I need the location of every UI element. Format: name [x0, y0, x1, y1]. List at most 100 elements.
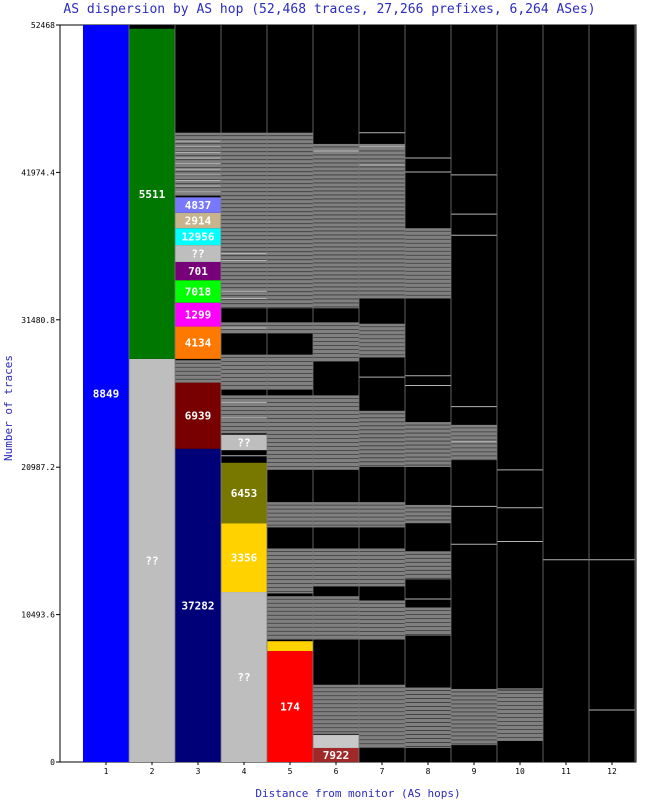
segment-label: 7018 — [185, 285, 212, 298]
segment-label: ?? — [145, 554, 158, 567]
x-tick-label: 4 — [242, 767, 247, 776]
y-tick-label: 0 — [50, 758, 55, 767]
segment-label: 174 — [280, 701, 300, 714]
x-axis-label: Distance from monitor (AS hops) — [255, 787, 460, 800]
minor-band-hop-7 — [359, 684, 405, 748]
segment-hop-3 — [175, 212, 221, 229]
minor-band-hop-6 — [313, 143, 359, 309]
x-tick-label: 6 — [334, 767, 339, 776]
minor-band-hop-8 — [405, 504, 451, 524]
y-tick-label: 41974.4 — [21, 168, 55, 177]
segment-label: 3356 — [231, 552, 258, 565]
x-tick-label: 5 — [288, 767, 293, 776]
x-tick-label: 12 — [607, 767, 617, 776]
segment-label: 7922 — [323, 749, 350, 762]
segment-label: 5511 — [139, 188, 166, 201]
minor-band-hop-6 — [313, 684, 359, 734]
x-tick-label: 2 — [150, 767, 155, 776]
minor-band-hop-6 — [313, 395, 359, 470]
x-tick-label: 7 — [380, 767, 385, 776]
x-tick-label: 9 — [472, 767, 477, 776]
segment-hop-2 — [129, 358, 175, 762]
minor-band-hop-6 — [313, 502, 359, 528]
segment-label: ?? — [191, 248, 204, 261]
x-tick-label: 10 — [515, 767, 525, 776]
y-tick-label: 10493.6 — [21, 611, 55, 620]
segment-label: 4134 — [185, 337, 212, 350]
column-bg-hop-11 — [543, 25, 589, 762]
minor-band-hop-6 — [313, 596, 359, 640]
column-bg-hop-10 — [497, 25, 543, 762]
segment-hop-5 — [267, 641, 313, 652]
segment-hop-4 — [221, 434, 267, 451]
minor-band-hop-7 — [359, 143, 405, 299]
segment-label: 6939 — [185, 410, 212, 423]
column-bg-hop-12 — [589, 25, 635, 762]
y-tick-label: 52468 — [31, 21, 55, 30]
segment-hop-5 — [267, 651, 313, 762]
segment-label: 1299 — [185, 309, 212, 322]
minor-band-hop-8 — [405, 687, 451, 748]
segment-hop-3 — [175, 326, 221, 359]
minor-band-hop-7 — [359, 410, 405, 468]
minor-band-hop-5 — [267, 132, 313, 309]
segment-hop-2 — [129, 28, 175, 359]
minor-band-hop-5 — [267, 548, 313, 594]
minor-band-hop-6 — [313, 322, 359, 362]
chart-title: AS dispersion by AS hop (52,468 traces, … — [63, 2, 595, 17]
x-tick-label: 1 — [104, 767, 109, 776]
minor-band-hop-5 — [267, 596, 313, 640]
minor-band-hop-7 — [359, 600, 405, 640]
segment-label: 701 — [188, 265, 208, 278]
minor-band-hop-3 — [175, 132, 221, 196]
minor-band-hop-4 — [221, 354, 267, 390]
y-tick-label: 31480.8 — [21, 316, 55, 325]
minor-band-hop-10 — [497, 690, 543, 741]
minor-band-hop-5 — [267, 322, 313, 334]
segment-label: 4837 — [185, 199, 212, 212]
minor-band-hop-4 — [221, 132, 267, 309]
minor-band-hop-5 — [267, 395, 313, 470]
segment-hop-6 — [313, 747, 359, 762]
y-axis-label: Number of traces — [2, 355, 15, 461]
minor-band-hop-9 — [451, 688, 497, 746]
minor-band-hop-7 — [359, 502, 405, 528]
x-tick-label: 11 — [561, 767, 571, 776]
segment-label: 6453 — [231, 487, 258, 500]
minor-band-hop-8 — [405, 422, 451, 468]
segment-label: 12956 — [181, 231, 214, 244]
segment-hop-3 — [175, 448, 221, 762]
segment-label: 37282 — [181, 599, 214, 612]
minor-band-hop-8 — [405, 551, 451, 580]
x-tick-label: 8 — [426, 767, 431, 776]
segment-label: ?? — [237, 436, 250, 449]
segment-hop-3 — [175, 228, 221, 246]
column-bg-hop-8 — [405, 25, 451, 762]
plot-area: 8849?? 5511 37282 6939 4134 1299 7018 701?? 1295… — [59, 24, 637, 763]
segment-hop-3 — [175, 280, 221, 303]
segment-label: 8849 — [93, 388, 120, 401]
segment-hop-4 — [221, 462, 267, 524]
segment-hop-3 — [175, 382, 221, 449]
segment-hop-6 — [313, 735, 359, 748]
column-bg-hop-6 — [313, 25, 359, 762]
minor-band-hop-9 — [451, 424, 497, 460]
segment-hop-4 — [221, 523, 267, 593]
x-tick-label: 3 — [196, 767, 201, 776]
minor-band-hop-5 — [267, 502, 313, 528]
segment-label: ?? — [237, 671, 250, 684]
minor-band-hop-7 — [359, 323, 405, 358]
column-bg-hop-7 — [359, 25, 405, 762]
column-bg-hop-9 — [451, 25, 497, 762]
segment-hop-3 — [175, 261, 221, 281]
y-tick-label: 20987.2 — [21, 463, 55, 472]
segment-hop-3 — [175, 197, 221, 213]
minor-band-hop-8 — [405, 607, 451, 636]
segment-label: 2914 — [185, 215, 212, 228]
segment-hop-3 — [175, 302, 221, 327]
segment-hop-4 — [221, 592, 267, 762]
segment-hop-3 — [175, 245, 221, 262]
